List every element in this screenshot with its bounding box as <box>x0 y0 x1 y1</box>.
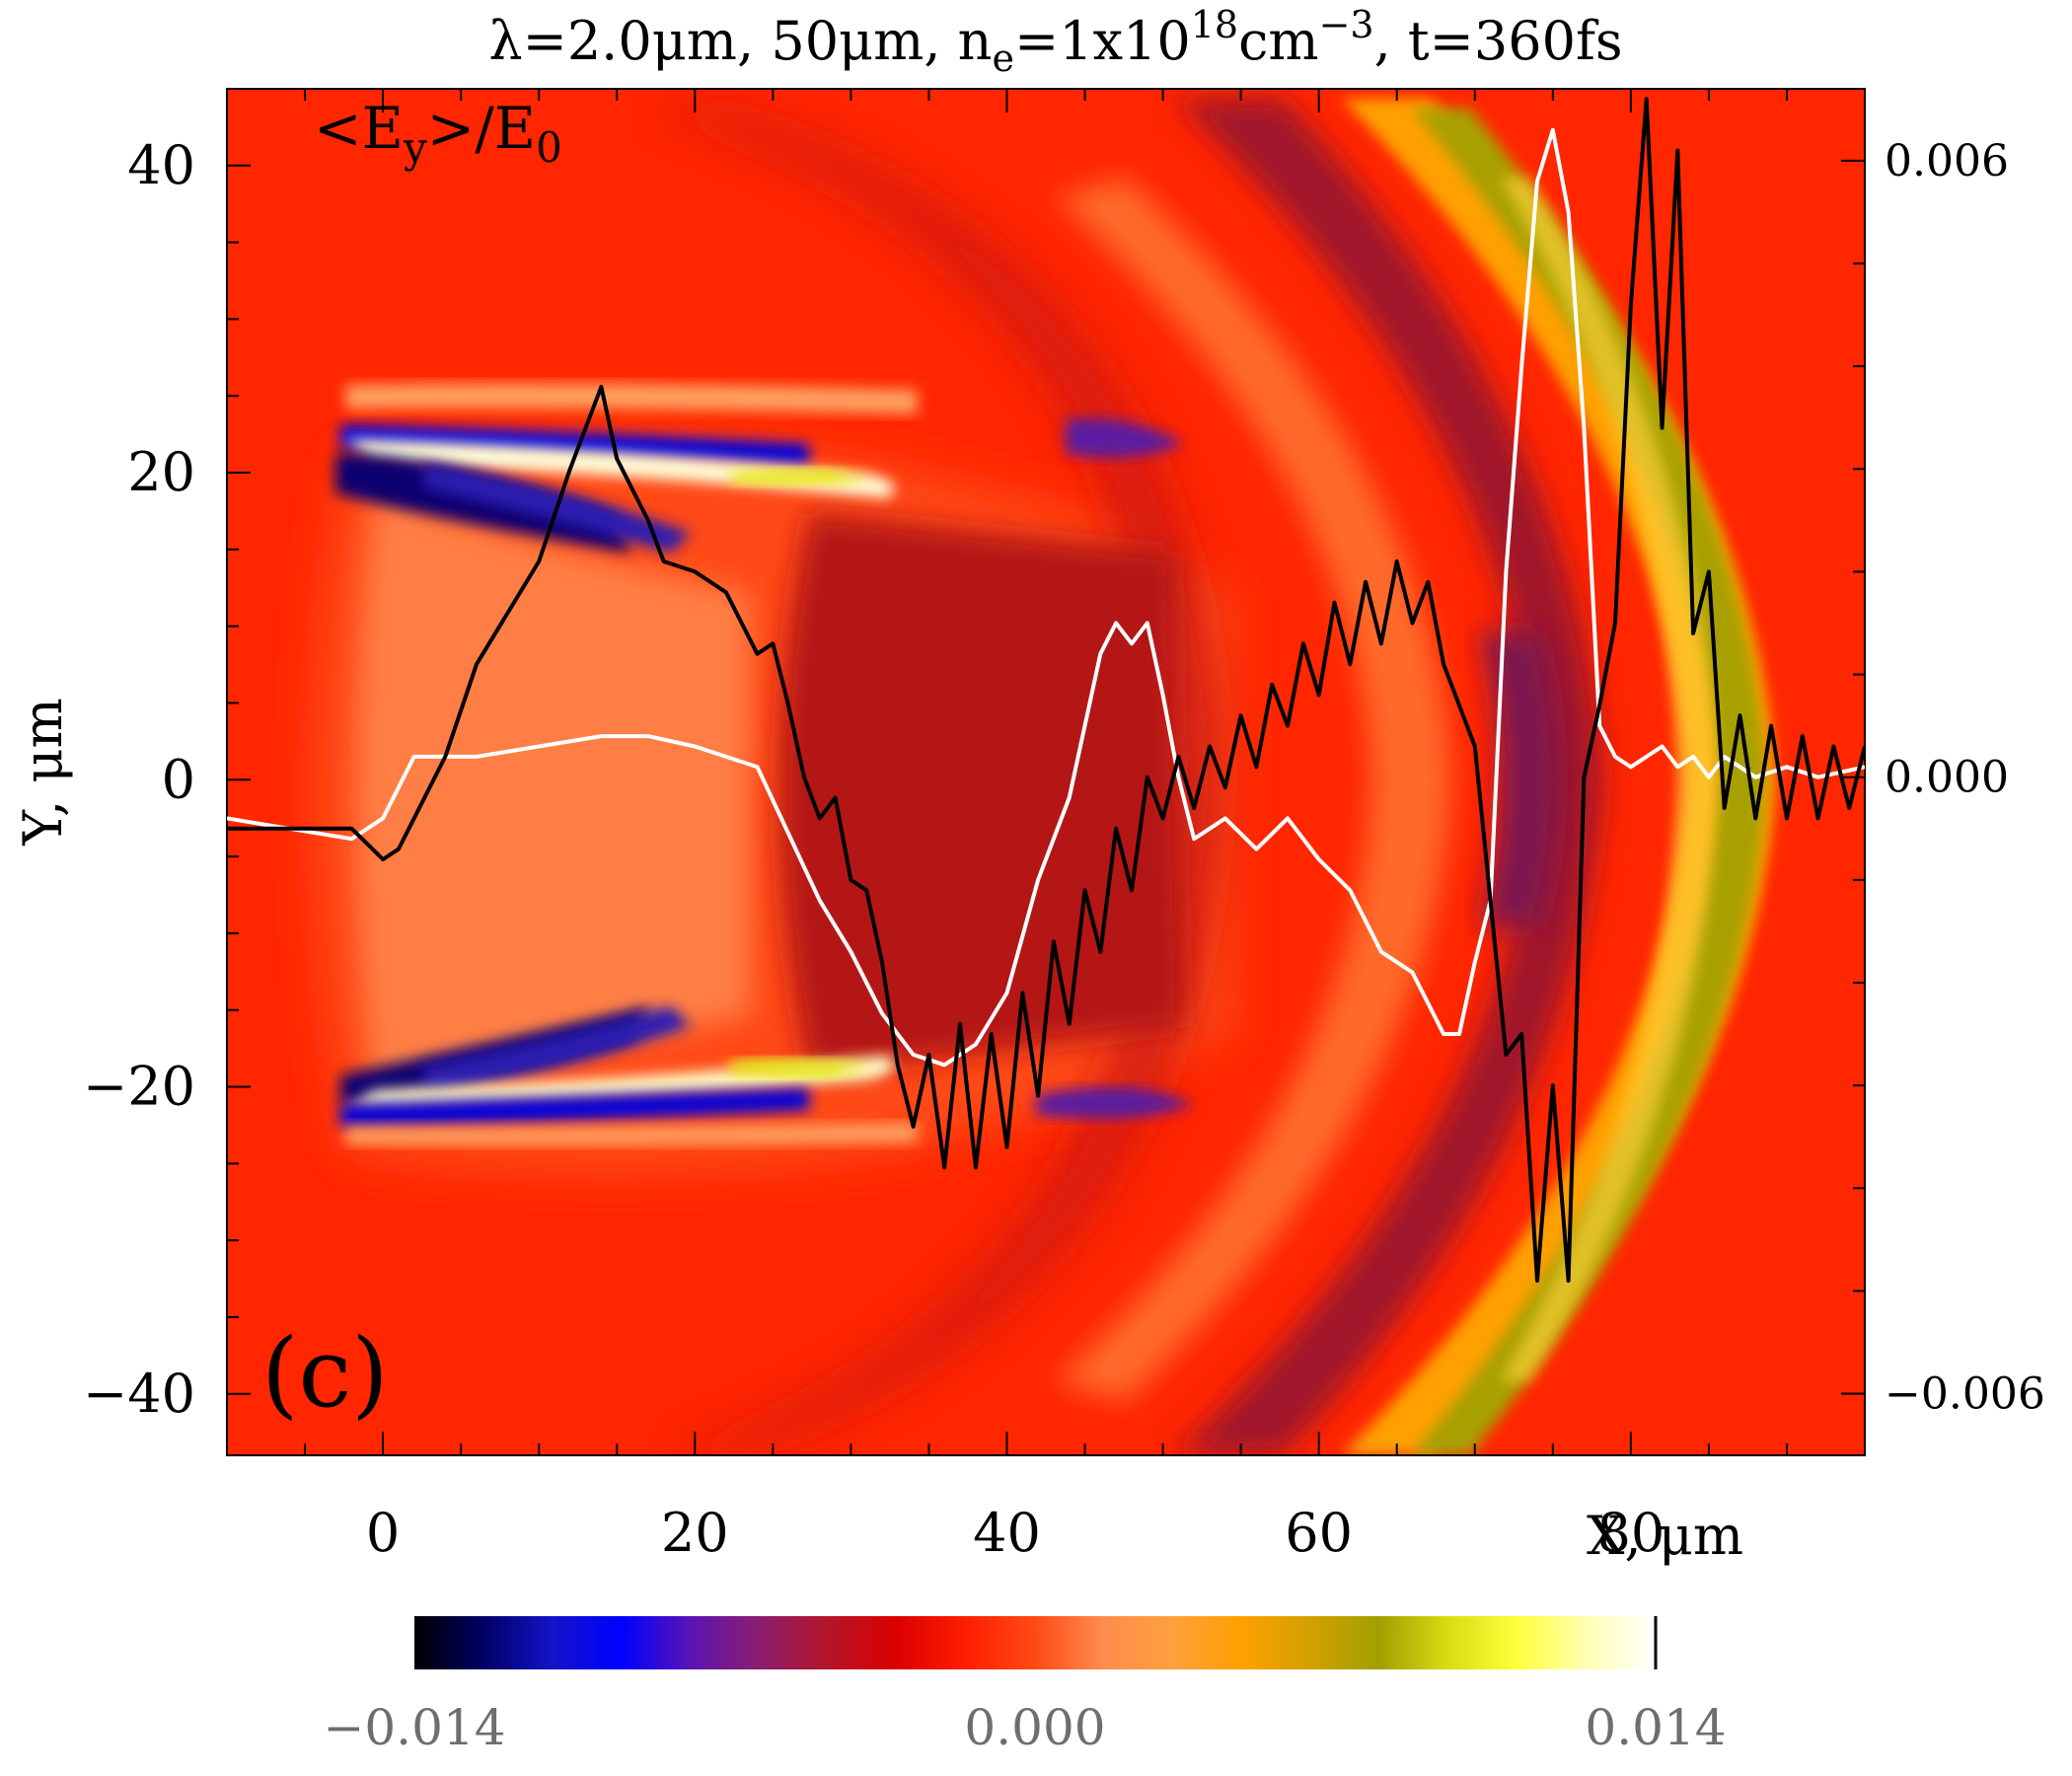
series-lines <box>227 97 1865 1283</box>
colorbar-tick-label: 0.014 <box>1585 1699 1726 1756</box>
series-black-line <box>227 97 1865 1283</box>
x-tick-label: 40 <box>973 1502 1041 1564</box>
series-white-line <box>227 127 1865 1068</box>
x-axis: 0 20 40 60 80 <box>304 89 1788 1564</box>
x-tick-label: 20 <box>661 1502 729 1564</box>
panel-label: (c) <box>261 1318 389 1429</box>
field-label: <Ey>/E0 <box>314 95 562 172</box>
y-tick-label: −40 <box>83 1363 195 1425</box>
y-axis-label: Y, μm <box>12 698 74 846</box>
x-tick-label: 0 <box>366 1502 400 1564</box>
heatmap-field <box>227 89 1865 1455</box>
colorbar-tick-label: 0.000 <box>964 1699 1105 1756</box>
y-tick-label: 20 <box>127 441 195 503</box>
right-tick-label: 0.000 <box>1885 753 2009 803</box>
colorbar-ticks: −0.014 0.000 0.014 <box>323 1699 1726 1756</box>
colorbar-ramp <box>414 1616 1656 1669</box>
chart-title: λ=2.0μm, 50μm, ne=1x1018cm−3, t=360fs <box>488 3 1622 80</box>
y-axis: 40 20 0 −20 −40 <box>83 88 251 1425</box>
x-tick-label: 80 <box>1596 1502 1665 1564</box>
y-tick-label: 40 <box>127 134 195 196</box>
y-tick-label: −20 <box>83 1056 195 1118</box>
plot-area <box>226 88 1866 1456</box>
colorbar-tick-label: −0.014 <box>323 1699 505 1756</box>
right-axis: 0.006 0.000 −0.006 <box>1841 136 2045 1420</box>
colorbar: −0.014 0.000 0.014 <box>323 1616 1727 1756</box>
right-tick-label: 0.006 <box>1885 136 2009 186</box>
y-tick-label: 0 <box>162 748 195 810</box>
right-tick-label: −0.006 <box>1885 1369 2045 1420</box>
x-tick-label: 60 <box>1285 1502 1353 1564</box>
x-axis-label: X, μm <box>1587 1505 1743 1567</box>
